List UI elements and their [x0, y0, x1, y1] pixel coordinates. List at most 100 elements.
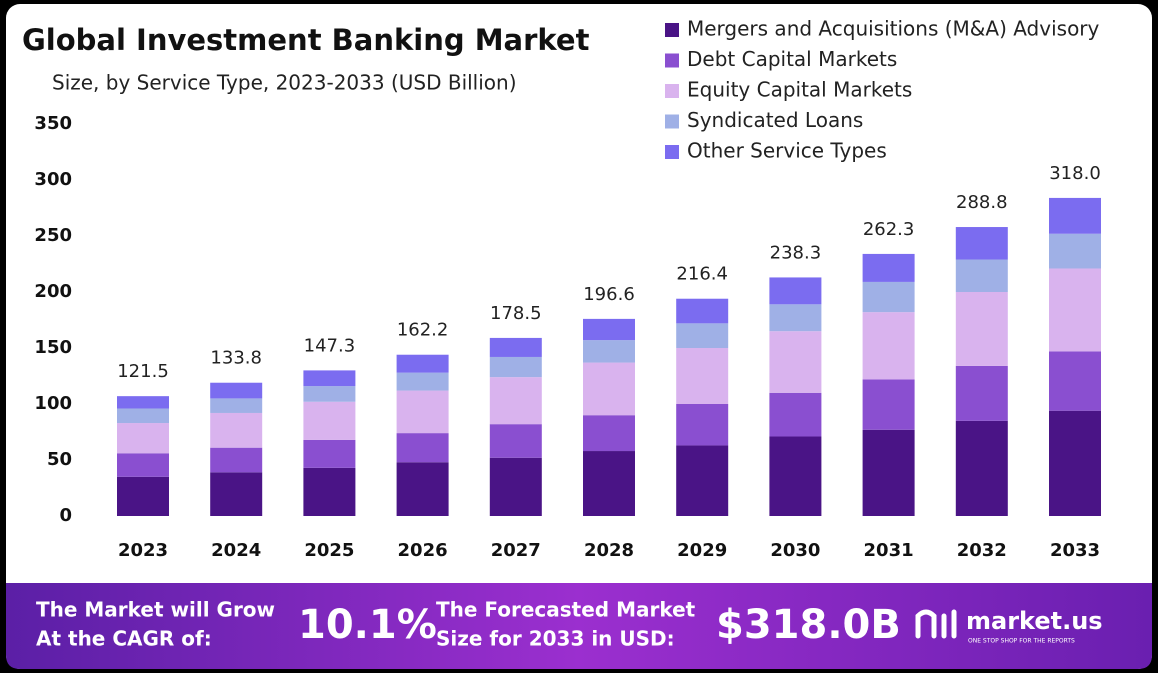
bar-segment: [583, 415, 635, 452]
x-tick-label: 2032: [957, 540, 1007, 561]
y-tick-label: 50: [47, 449, 72, 470]
bar-segment: [955, 420, 1008, 516]
bar-segment: [210, 382, 263, 399]
y-tick-label: 300: [34, 169, 72, 190]
bar-segment: [396, 372, 449, 391]
bar-segment: [210, 412, 263, 448]
bar-segment: [210, 447, 263, 473]
chart-subtitle: Size, by Service Type, 2023-2033 (USD Bi…: [52, 71, 517, 95]
x-tick-label: 2027: [491, 540, 541, 561]
total-label: 216.4: [676, 264, 728, 285]
legend-swatch: [665, 53, 679, 68]
bar-segment: [489, 424, 542, 458]
bar-segment: [303, 386, 356, 402]
bar-segment: [1049, 268, 1101, 352]
banner-text: The Market will Grow: [36, 598, 275, 622]
bar-segment: [955, 227, 1008, 260]
bar-segment: [117, 423, 169, 454]
bar-segment: [1049, 410, 1101, 516]
bar-segment: [303, 467, 356, 516]
bar-segment: [862, 429, 915, 516]
total-label: 121.5: [117, 361, 169, 382]
bar-segment: [396, 354, 449, 373]
total-label: 196.6: [583, 284, 635, 305]
x-tick-label: 2030: [770, 540, 820, 561]
bar-segment: [303, 370, 356, 387]
bar-segment: [117, 453, 169, 477]
legend-label: Mergers and Acquisitions (M&A) Advisory: [687, 17, 1100, 41]
bar-segment: [676, 348, 729, 404]
legend-label: Syndicated Loans: [687, 108, 863, 132]
x-tick-label: 2031: [864, 540, 914, 561]
bar-segment: [676, 404, 729, 446]
total-label: 147.3: [304, 335, 356, 356]
total-label: 288.8: [956, 192, 1008, 213]
bar-segment: [676, 298, 729, 324]
bar-segment: [955, 259, 1008, 292]
banner-text: At the CAGR of:: [36, 627, 212, 651]
y-tick-label: 0: [59, 505, 72, 526]
legend-swatch: [665, 23, 679, 37]
bar-segment: [769, 436, 822, 516]
bar-segment: [862, 281, 915, 313]
bar-segment: [769, 304, 822, 332]
bar-segment: [117, 408, 169, 424]
total-label: 238.3: [770, 242, 822, 263]
legend-swatch: [665, 84, 679, 98]
banner-text: Size for 2033 in USD:: [436, 627, 675, 651]
banner: [6, 583, 1152, 669]
y-tick-label: 150: [34, 337, 72, 358]
bar-segment: [676, 445, 729, 516]
bar-segment: [489, 457, 542, 516]
total-label: 178.5: [490, 303, 542, 324]
y-tick-label: 350: [34, 113, 72, 134]
y-tick-label: 100: [34, 393, 72, 414]
banner-value: 10.1%: [298, 602, 437, 648]
total-label: 162.2: [397, 320, 449, 341]
bar-segment: [769, 331, 822, 393]
bar-segment: [862, 253, 915, 282]
bar-segment: [396, 390, 449, 434]
brand: market.us: [966, 607, 1103, 635]
x-tick-label: 2029: [677, 540, 727, 561]
bar-segment: [583, 362, 635, 416]
legend-label: Other Service Types: [687, 139, 887, 163]
bar-segment: [955, 292, 1008, 366]
bar-segment: [955, 365, 1008, 421]
bar-segment: [769, 392, 822, 437]
chart-title: Global Investment Banking Market: [22, 23, 590, 57]
x-tick-label: 2033: [1050, 540, 1100, 561]
bar-segment: [489, 337, 542, 357]
total-label: 133.8: [210, 348, 262, 369]
x-tick-label: 2028: [584, 540, 634, 561]
bar-segment: [117, 396, 169, 409]
brand-tagline: ONE STOP SHOP FOR THE REPORTS: [968, 638, 1075, 645]
x-tick-label: 2026: [398, 540, 448, 561]
banner-text: The Forecasted Market: [436, 598, 696, 622]
bar-segment: [583, 340, 635, 363]
bar-segment: [1049, 351, 1101, 411]
legend-label: Debt Capital Markets: [687, 47, 897, 71]
bar-segment: [769, 277, 822, 305]
bar-segment: [1049, 233, 1101, 269]
legend-swatch: [665, 114, 679, 129]
bar-segment: [210, 398, 263, 413]
x-tick-label: 2023: [118, 540, 168, 561]
bar-segment: [1049, 197, 1101, 234]
legend-swatch: [665, 145, 679, 159]
bar-segment: [583, 318, 635, 341]
brand-logo: [915, 609, 957, 639]
bar-segment: [489, 377, 542, 425]
x-tick-label: 2024: [211, 540, 261, 561]
bar-segment: [862, 379, 915, 430]
bar-segment: [862, 312, 915, 380]
bar-segment: [676, 323, 729, 348]
total-label: 262.3: [863, 219, 915, 240]
bar-segment: [396, 462, 449, 516]
bar-segment: [303, 401, 356, 440]
bar-segment: [396, 433, 449, 463]
banner-value: $318.0B: [716, 602, 901, 648]
bar-segment: [117, 476, 169, 516]
